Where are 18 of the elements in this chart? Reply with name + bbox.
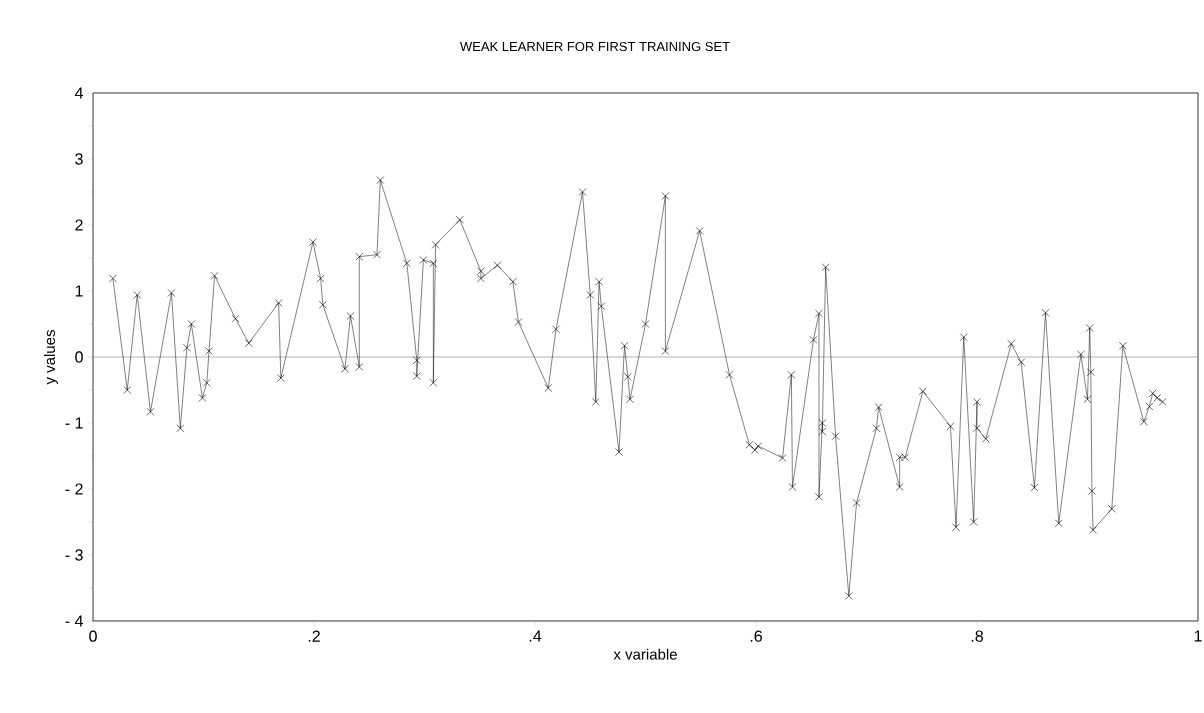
x-axis-title: x variable bbox=[613, 648, 677, 660]
chart-title: WEAK LEARNER FOR FIRST TRAINING SET bbox=[460, 41, 730, 52]
y-tick-label: - 1 bbox=[65, 417, 83, 429]
x-tick-label: 0 bbox=[89, 630, 97, 642]
y-tick-label: 1 bbox=[75, 285, 83, 297]
y-tick-label: - 2 bbox=[65, 483, 83, 495]
y-tick-label: 2 bbox=[75, 219, 83, 231]
y-axis-title: y values bbox=[43, 330, 58, 385]
x-tick-label: .6 bbox=[750, 630, 762, 642]
x-tick-label: .4 bbox=[529, 630, 542, 642]
y-tick-label: - 4 bbox=[65, 615, 84, 627]
y-tick-label: - 3 bbox=[65, 549, 83, 561]
x-tick-label: .2 bbox=[308, 630, 320, 642]
x-tick-label: 1 bbox=[1194, 630, 1202, 642]
y-tick-label: 4 bbox=[74, 87, 84, 99]
y-tick-label: 0 bbox=[75, 351, 83, 363]
x-tick-label: .8 bbox=[971, 630, 983, 642]
y-tick-label: 3 bbox=[75, 153, 83, 165]
